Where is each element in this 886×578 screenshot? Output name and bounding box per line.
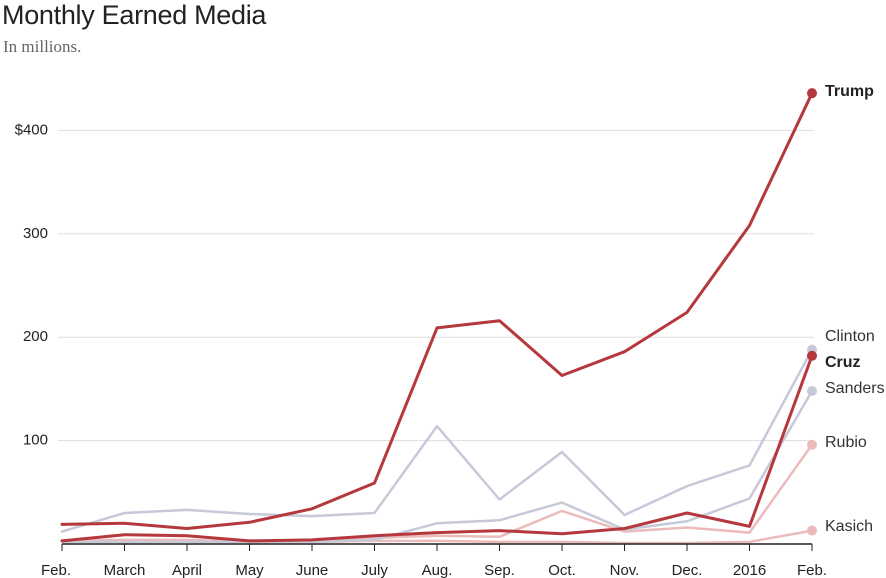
x-tick-label-4: June bbox=[296, 562, 329, 578]
end-point-cruz bbox=[807, 350, 817, 361]
end-point-kasich bbox=[807, 525, 817, 536]
x-tick-label-8: Oct. bbox=[548, 562, 576, 578]
series-label-cruz: Cruz bbox=[825, 354, 861, 371]
y-tick-label-200: 200 bbox=[23, 328, 48, 345]
series-labels: Kasich Rubio Sanders Clinton Cruz Trump bbox=[825, 83, 885, 535]
end-point-rubio bbox=[807, 439, 817, 450]
x-tick-label-9: Nov. bbox=[610, 562, 640, 578]
series-label-trump: Trump bbox=[825, 83, 874, 100]
series-line-clinton bbox=[60, 348, 814, 533]
x-tick-label-10: Dec. bbox=[672, 562, 703, 578]
series-lines bbox=[60, 88, 817, 545]
end-point-trump bbox=[807, 88, 817, 99]
series-line-sanders bbox=[60, 389, 814, 544]
y-tick-label-100: 100 bbox=[23, 432, 48, 449]
series-line-rubio bbox=[60, 443, 814, 544]
gridlines bbox=[58, 129, 814, 442]
series-label-kasich: Kasich bbox=[825, 518, 873, 535]
x-tick-label-2: April bbox=[172, 562, 202, 578]
series-line-cruz bbox=[60, 354, 814, 543]
x-tick-label-11: 2016 bbox=[733, 562, 766, 578]
y-tick-label-300: 300 bbox=[23, 225, 48, 242]
x-tick-label-6: Aug. bbox=[422, 562, 453, 578]
y-axis-ticks: 100 200 300 $400 bbox=[15, 121, 48, 448]
y-tick-label-400: $400 bbox=[15, 121, 48, 138]
series-label-clinton: Clinton bbox=[825, 328, 875, 345]
x-tick-label-3: May bbox=[235, 562, 264, 578]
x-tick-label-1: March bbox=[104, 562, 146, 578]
chart-title: Monthly Earned Media bbox=[2, 0, 267, 30]
x-tick-label-7: Sep. bbox=[484, 562, 515, 578]
end-point-sanders bbox=[807, 385, 817, 396]
series-label-rubio: Rubio bbox=[825, 434, 867, 451]
x-tick-label-12: Feb. bbox=[797, 562, 827, 578]
x-tick-label-0: Feb. bbox=[41, 562, 71, 578]
series-line-trump bbox=[60, 91, 814, 530]
chart-subtitle: In millions. bbox=[3, 37, 82, 56]
x-axis: Feb. March April May June July Aug. Sep. Oct. Nov… bbox=[41, 543, 827, 578]
x-tick-label-5: July bbox=[361, 562, 388, 578]
series-label-sanders: Sanders bbox=[825, 380, 885, 397]
